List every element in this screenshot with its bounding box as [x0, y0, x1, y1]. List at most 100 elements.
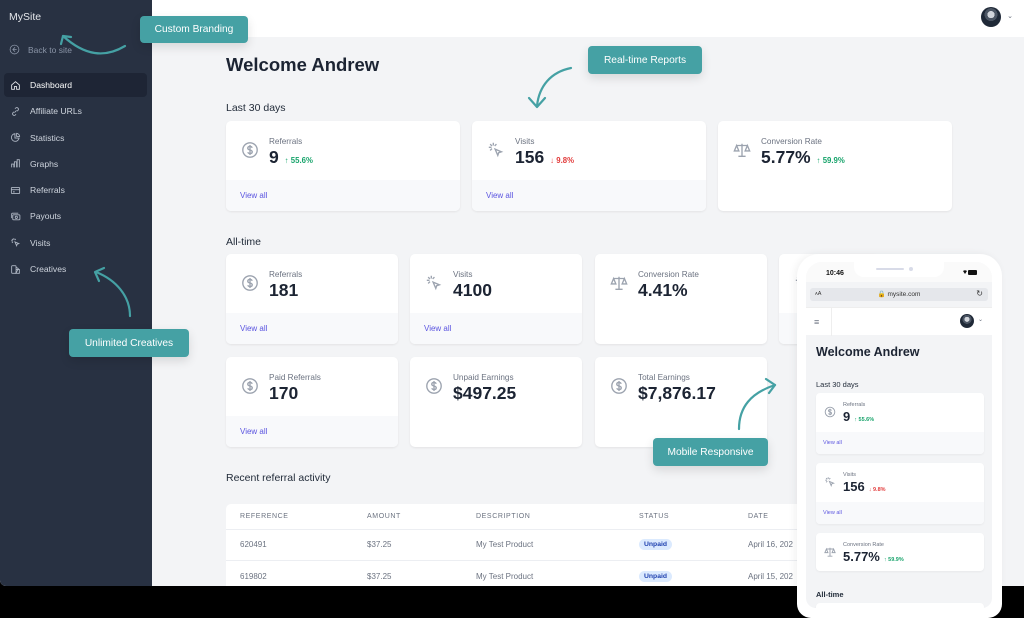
sidebar-item-visits[interactable]: Visits [4, 231, 147, 255]
trend-up-delta: ↑ 59.9% [883, 557, 904, 563]
column-header-amount: AMOUNT [367, 504, 476, 530]
mobile-stat-card-visits: Visits 156 ↓ 9.8% View all [816, 463, 984, 524]
stat-value: 181 [269, 280, 299, 300]
view-all-link[interactable]: View all [816, 502, 984, 524]
stat-card-conversion-all: Conversion Rate 4.41% [595, 254, 767, 344]
hamburger-menu-icon[interactable]: ≡ [814, 317, 820, 327]
scale-icon [733, 143, 751, 157]
stat-card-paid-referrals: Paid Referrals 170 View all [226, 357, 398, 447]
back-to-site-link[interactable]: Back to site [9, 44, 72, 55]
mobile-section-last-30-days: Last 30 days [816, 380, 859, 389]
sidebar-item-dashboard[interactable]: Dashboard [4, 73, 147, 97]
user-avatar[interactable] [981, 7, 1001, 27]
sidebar-item-statistics[interactable]: Statistics [4, 126, 147, 150]
table-row[interactable]: 620491 $37.25 My Test Product Unpaid Apr… [226, 529, 826, 561]
cash-icon [11, 212, 21, 221]
sidebar-item-graphs[interactable]: Graphs [4, 152, 147, 176]
sidebar: MySite Back to site Dashboard Affiliate … [0, 0, 152, 586]
section-title-recent-activity: Recent referral activity [226, 472, 331, 484]
color-swatch-icon [11, 264, 20, 274]
dollar-icon [611, 378, 627, 394]
view-all-link[interactable]: View all [226, 180, 460, 211]
stat-value: 5.77% ↑ 59.9% [843, 549, 904, 564]
arrow-left-circle-icon [9, 44, 20, 55]
sidebar-item-label: Creatives [30, 264, 67, 275]
view-all-link[interactable]: View all [226, 313, 398, 344]
text-size-icon[interactable]: ᴀA [815, 291, 822, 297]
stat-label: Unpaid Earnings [453, 373, 514, 382]
stat-number: 5.77% [761, 147, 811, 167]
section-title-last-30-days: Last 30 days [226, 102, 286, 114]
cell-amount: $37.25 [367, 560, 476, 586]
scale-icon [610, 276, 628, 290]
chevron-down-icon[interactable]: ⌄ [1007, 13, 1013, 20]
notch-camera [909, 267, 913, 271]
reload-icon[interactable]: ↻ [976, 289, 983, 298]
stat-number: 9 [269, 147, 279, 167]
mobile-stat-card-partial [816, 603, 984, 608]
table-row[interactable]: 619802 $37.25 My Test Product Unpaid Apr… [226, 560, 826, 586]
stat-card-conversion-30d: Conversion Rate 5.77% ↑ 59.9% [718, 121, 952, 211]
stat-value: 9 ↑ 55.6% [843, 409, 874, 424]
mobile-page-title: Welcome Andrew [816, 345, 920, 359]
stat-card-referrals-30d: Referrals 9 ↑ 55.6% View all [226, 121, 460, 211]
stat-card-visits-30d: Visits 156 ↓ 9.8% View all [472, 121, 706, 211]
chevron-down-icon[interactable]: ⌄ [977, 317, 983, 323]
sidebar-item-label: Referrals [30, 185, 65, 196]
wifi-battery-icon [958, 269, 978, 278]
stat-number: 5.77% [843, 549, 880, 564]
stat-value: $7,876.17 [638, 383, 716, 403]
sidebar-item-label: Graphs [30, 158, 59, 169]
stat-value: $497.25 [453, 383, 517, 403]
sidebar-nav: Dashboard Affiliate URLs Statistics Grap… [4, 73, 147, 283]
status-badge: Unpaid [639, 539, 673, 551]
stat-value: 170 [269, 383, 299, 403]
view-all-link[interactable]: View all [816, 432, 984, 454]
phone-screen: 10:46 ᴀA 🔒 mysite.com ↻ ≡ ⌄ Welcome Andr… [806, 262, 992, 608]
cell-status: Unpaid [639, 560, 748, 586]
callout-real-time-reports: Real-time Reports [588, 46, 702, 74]
main-content: Welcome Andrew Last 30 days All-time Rec… [152, 37, 1024, 586]
divider [831, 308, 832, 336]
sidebar-item-label: Payouts [30, 211, 62, 222]
stat-label: Referrals [269, 270, 303, 279]
dollar-icon [242, 275, 258, 291]
sidebar-item-creatives[interactable]: Creatives [4, 257, 147, 281]
credit-card-icon [10, 186, 21, 194]
trend-down-delta: ↓ 9.8% [868, 487, 886, 493]
notch-speaker [876, 268, 904, 270]
brand-name: MySite [9, 11, 42, 23]
trend-up-delta: ↑ 55.6% [284, 156, 313, 165]
cell-description: My Test Product [476, 529, 639, 561]
mobile-preview-phone: 10:46 ᴀA 🔒 mysite.com ↻ ≡ ⌄ Welcome Andr… [797, 254, 1002, 618]
phone-url-bar[interactable]: ᴀA 🔒 mysite.com ↻ [810, 288, 988, 301]
mobile-user-avatar[interactable] [960, 314, 974, 328]
top-bar: ⌄ [152, 0, 1024, 37]
stat-value: 156 ↓ 9.8% [843, 479, 886, 494]
stat-value: 156 ↓ 9.8% [515, 147, 574, 168]
stat-label: Visits [453, 270, 473, 279]
stat-value: 4100 [453, 280, 492, 300]
stat-value: 9 ↑ 55.6% [269, 147, 313, 168]
stat-value: 5.77% ↑ 59.9% [761, 147, 845, 168]
mobile-section-all-time: All-time [816, 590, 844, 599]
bar-chart-icon [11, 159, 20, 168]
cell-reference: 620491 [226, 529, 367, 561]
stat-value: 4.41% [638, 280, 688, 300]
curved-arrow-icon [527, 66, 573, 109]
page-title: Welcome Andrew [226, 54, 380, 75]
sidebar-item-affiliate-urls[interactable]: Affiliate URLs [4, 99, 147, 123]
stat-card-referrals-all: Referrals 181 View all [226, 254, 398, 344]
dollar-icon [824, 406, 836, 418]
sidebar-item-payouts[interactable]: Payouts [4, 204, 147, 228]
sidebar-item-label: Affiliate URLs [30, 106, 82, 117]
stat-label: Referrals [269, 137, 303, 146]
stat-label: Total Earnings [638, 373, 690, 382]
view-all-link[interactable]: View all [226, 416, 398, 447]
sidebar-item-referrals[interactable]: Referrals [4, 178, 147, 202]
cell-amount: $37.25 [367, 529, 476, 561]
view-all-link[interactable]: View all [410, 313, 582, 344]
view-all-link[interactable]: View all [472, 180, 706, 211]
sidebar-item-label: Dashboard [30, 80, 73, 90]
trend-up-delta: ↑ 59.9% [816, 156, 845, 165]
